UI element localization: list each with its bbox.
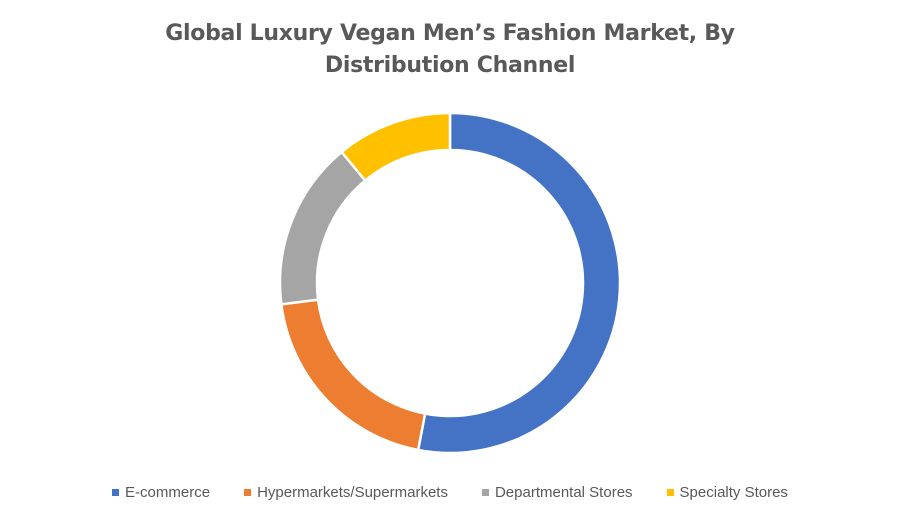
chart-title: Global Luxury Vegan Men’s Fashion Market… <box>0 18 900 82</box>
legend-item-e-commerce: E-commerce <box>112 484 210 501</box>
legend-item-hypermarkets-supermarkets: Hypermarkets/Supermarkets <box>244 484 448 501</box>
legend-swatch-hypermarkets-supermarkets <box>244 489 252 496</box>
legend-label-departmental-stores: Departmental Stores <box>494 484 633 501</box>
legend: E-commerce Hypermarkets/Supermarkets Depar… <box>0 484 900 501</box>
chart-title-line-1: Global Luxury Vegan Men’s Fashion Market… <box>165 21 735 46</box>
chart-title-line-2: Distribution Channel <box>324 53 576 78</box>
legend-label-specialty-stores: Specialty Stores <box>679 484 788 501</box>
donut-slice-e-commerce <box>416 111 622 455</box>
donut-slice-departmental-stores <box>278 150 367 306</box>
legend-swatch-e-commerce <box>112 489 120 496</box>
legend-item-specialty-stores: Specialty Stores <box>666 484 788 501</box>
legend-swatch-departmental-stores <box>481 489 489 496</box>
legend-label-hypermarkets-supermarkets: Hypermarkets/Supermarkets <box>257 484 448 501</box>
donut-slice-specialty-stores <box>339 111 452 183</box>
legend-item-departmental-stores: Departmental Stores <box>481 484 633 501</box>
donut-slice-hypermarkets-supermarkets <box>279 298 427 452</box>
donut-chart <box>278 111 622 455</box>
legend-label-e-commerce: E-commerce <box>125 484 211 501</box>
legend-swatch-specialty-stores <box>666 489 674 496</box>
